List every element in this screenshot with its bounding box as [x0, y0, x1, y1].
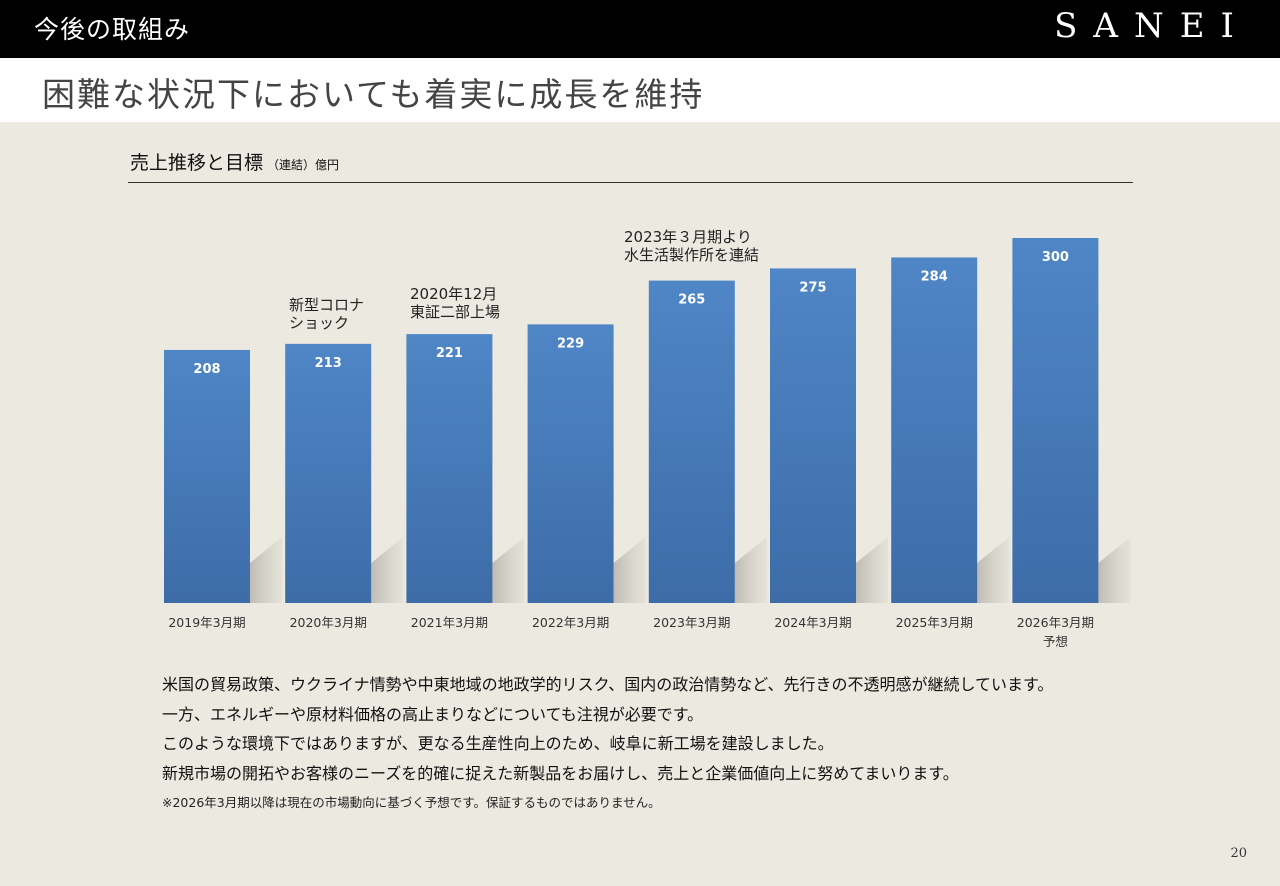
bar-shadow [977, 537, 1010, 603]
annotation-line: 水生活製作所を連結 [624, 246, 760, 264]
category-label: 2020年3月期 [290, 615, 367, 630]
annotation-line: 2020年12月 [410, 285, 498, 303]
value-label: 265 [678, 293, 705, 308]
category-label: 2024年3月期 [774, 615, 851, 630]
annotation-line: ショック [289, 314, 350, 332]
bar-shadow [613, 537, 646, 603]
page-headline: 困難な状況下においても着実に成長を維持 [42, 75, 705, 114]
bar [406, 334, 493, 603]
chart-annotation: 新型コロナ ショック [289, 296, 364, 332]
value-label: 221 [436, 346, 463, 361]
value-label: 284 [921, 269, 948, 284]
value-label: 275 [799, 280, 826, 295]
bar-shadows [250, 537, 1131, 603]
top-bar: 今後の取組み SANEI [0, 0, 1280, 58]
annotation-line: 新型コロナ [289, 296, 365, 314]
chart-title-rule [128, 182, 1133, 183]
chart-title: 売上推移と目標 （連結）億円 [130, 148, 339, 175]
bar [285, 343, 372, 603]
bar [770, 268, 856, 603]
sanei-logo: SANEI [1054, 6, 1250, 46]
chart-subtitle: （連結）億円 [267, 158, 340, 172]
bar-shadow [1098, 537, 1131, 603]
category-label: 2026年3月期 [1017, 615, 1094, 630]
annotation-line: 2023年３月期より [624, 228, 752, 246]
category-label: 予想 [1043, 634, 1068, 649]
bar [164, 349, 250, 603]
bar-shadow [734, 537, 767, 603]
category-label: 2025年3月期 [896, 615, 973, 630]
body-text: 米国の貿易政策、ウクライナ情勢や中東地域の地政学的リスク、国内の政治情勢など、先… [162, 670, 1053, 788]
category-label: 2022年3月期 [532, 615, 609, 630]
bar-shadow [856, 537, 888, 603]
chart-annotation: 2023年３月期より 水生活製作所を連結 [624, 228, 759, 264]
chart-title-text: 売上推移と目標 [130, 152, 264, 174]
body-line: 米国の貿易政策、ウクライナ情勢や中東地域の地政学的リスク、国内の政治情勢など、先… [162, 675, 1054, 694]
bars [164, 238, 1099, 603]
bar [891, 257, 978, 603]
body-line: このような環境下ではありますが、更なる生産性向上のため、岐阜に新工場を建設しまし… [162, 734, 834, 753]
page-number: 20 [1230, 846, 1247, 861]
bar-shadow [371, 537, 404, 603]
value-label: 229 [557, 336, 584, 351]
bar [527, 324, 614, 603]
chart-annotation: 2020年12月 東証二部上場 [410, 285, 500, 321]
value-label: 208 [193, 362, 220, 377]
value-label: 213 [315, 356, 342, 371]
section-title: 今後の取組み [34, 15, 191, 44]
value-labels: 208 213 221 229 265 275 284 300 [193, 250, 1069, 377]
bar [1012, 238, 1099, 603]
bar-shadow [492, 537, 525, 603]
category-labels: 2019年3月期 2020年3月期 2021年3月期 2022年3月期 2023年3月期… [168, 615, 1094, 649]
category-label: 2021年3月期 [411, 615, 488, 630]
bar [648, 280, 735, 603]
value-label: 300 [1042, 250, 1069, 265]
category-label: 2023年3月期 [653, 615, 730, 630]
category-label: 2019年3月期 [168, 615, 245, 630]
body-line: 一方、エネルギーや原材料価格の高止まりなどについても注視が必要です。 [162, 704, 704, 724]
headline-band: 困難な状況下においても着実に成長を維持 [0, 58, 1280, 122]
forecast-note: ※2026年3月期以降は現在の市場動向に基づく予想です。保証するものではありませ… [162, 795, 661, 810]
body-line: 新規市場の開拓やお客様のニーズを的確に捉えた新製品をお届けし、売上と企業価値向上… [162, 763, 959, 783]
annotation-line: 東証二部上場 [410, 303, 501, 321]
bar-shadow [250, 537, 282, 603]
